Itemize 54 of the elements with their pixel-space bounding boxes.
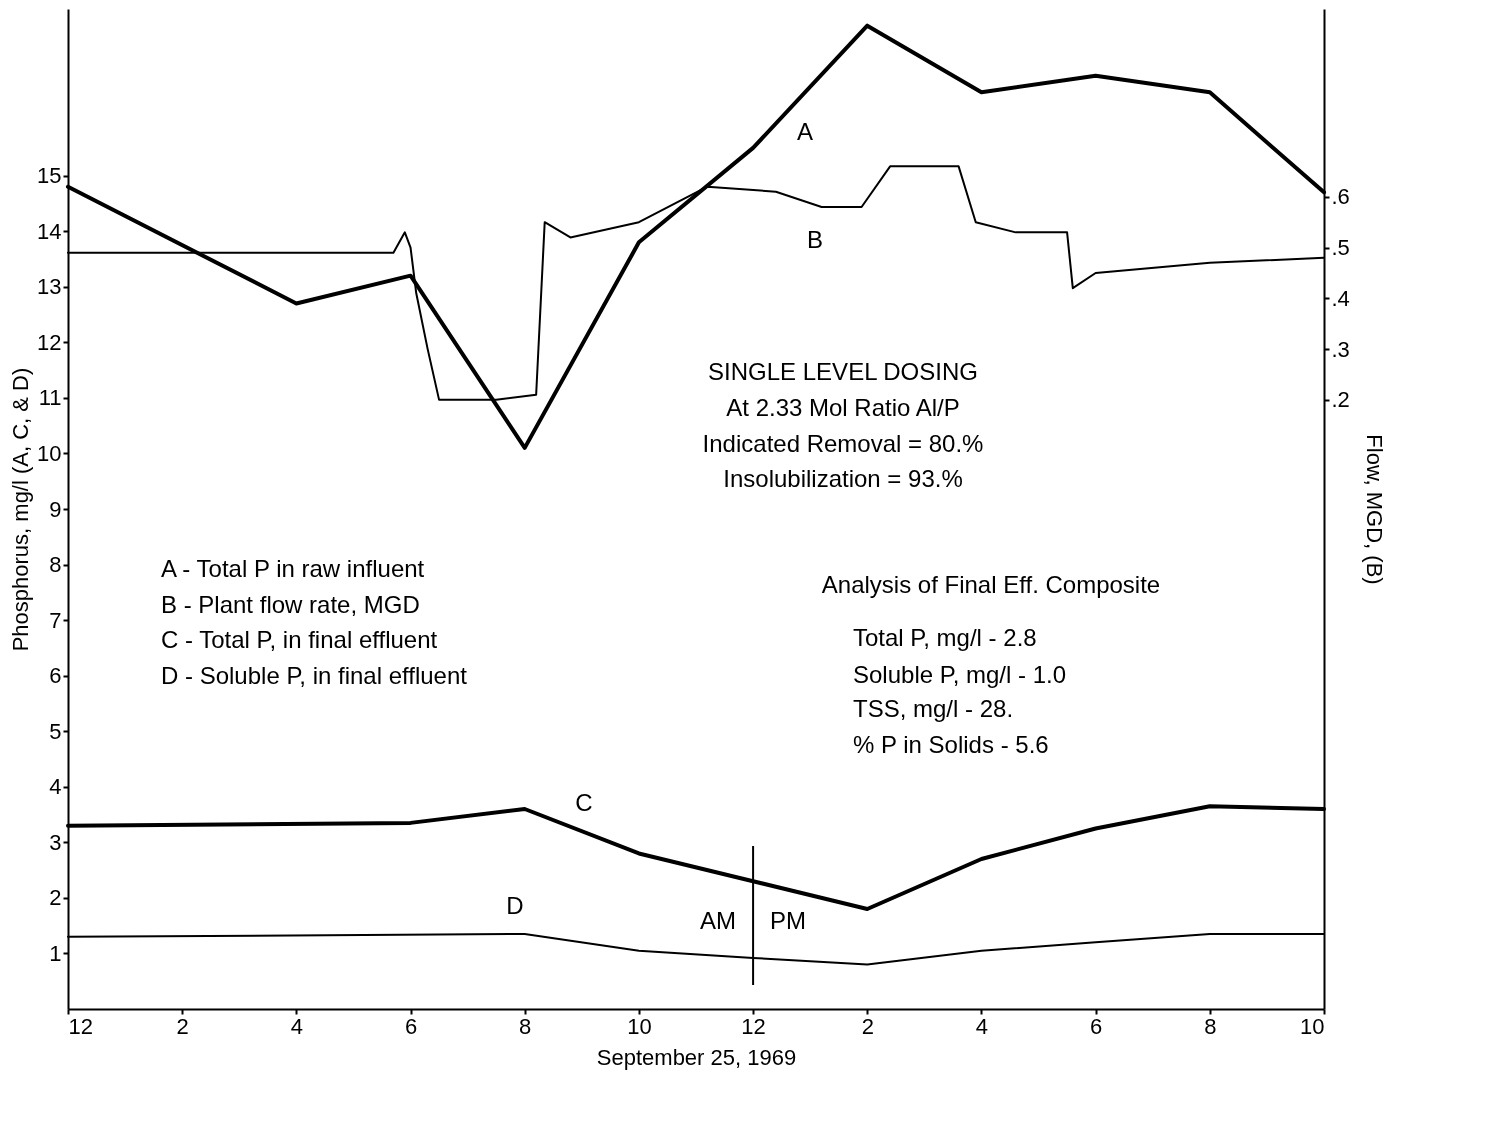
y-tick-label: 10: [37, 440, 62, 466]
series-label: A: [796, 118, 814, 145]
x-tick-label: 4: [975, 1013, 989, 1039]
annotation: At 2.33 Mol Ratio Al/P: [726, 394, 960, 421]
x-tick-label: 10: [1300, 1013, 1325, 1039]
y-tick-label: 7: [49, 607, 62, 633]
annotation: D - Soluble P, in final effluent: [161, 662, 468, 689]
x-tick-label: 4: [290, 1013, 303, 1039]
series-label: B: [806, 226, 824, 253]
y-tick-label: 6: [49, 663, 62, 689]
y-tick-label: 4: [49, 774, 62, 800]
annotation: B - Plant flow rate, MGD: [161, 591, 420, 618]
y-axis-title: Phosphorus, mg/l (A, C, & D): [8, 367, 34, 652]
x-tick-label: 12: [68, 1013, 93, 1039]
x-tick-label: 10: [627, 1013, 652, 1039]
y-tick-label: 8: [49, 552, 62, 578]
annotation: Total P, mg/l - 2.8: [853, 624, 1037, 651]
annotation: % P in Solids - 5.6: [853, 731, 1049, 758]
x-tick-label: 6: [404, 1013, 418, 1039]
x-axis-title: September 25, 1969: [596, 1044, 797, 1070]
annotation: PM: [770, 907, 806, 934]
annotation: AM: [700, 907, 736, 934]
y-tick-label: 15: [37, 163, 62, 189]
series-label: C: [575, 789, 593, 816]
annotation: Insolubilization = 93.%: [723, 465, 963, 492]
annotation: TSS, mg/l - 28.: [853, 695, 1014, 722]
y-tick-label: 1: [49, 940, 62, 966]
y-tick-label: 14: [37, 218, 62, 244]
x-tick-label: 12: [741, 1013, 766, 1039]
x-tick-label: 8: [519, 1013, 532, 1039]
y-tick-label: 5: [49, 718, 62, 744]
annotation: Analysis of Final Eff. Composite: [821, 571, 1161, 598]
x-tick-label: 6: [1090, 1013, 1103, 1039]
annotation: SINGLE LEVEL DOSING: [708, 358, 978, 385]
y2-tick-label: .5: [1331, 235, 1350, 261]
y-tick-label: 11: [38, 385, 62, 411]
y-tick-label: 12: [37, 329, 62, 355]
y2-axis-title: Flow, MGD, (B): [1361, 434, 1387, 585]
annotation: A - Total P in raw influent: [161, 555, 425, 582]
x-tick-label: 8: [1204, 1013, 1217, 1039]
y2-tick-label: .6: [1331, 184, 1350, 210]
annotation: Indicated Removal = 80.%: [702, 430, 984, 457]
y-tick-label: 3: [49, 829, 62, 855]
series-label: D: [506, 892, 524, 919]
y-tick-label: 2: [49, 885, 62, 911]
y2-tick-label: .3: [1331, 336, 1350, 362]
annotation: Soluble P, mg/l - 1.0: [853, 661, 1067, 688]
annotation: C - Total P, in final effluent: [161, 626, 438, 653]
x-tick-label: 2: [861, 1013, 874, 1039]
y-tick-label: 13: [37, 274, 62, 300]
x-tick-label: 2: [176, 1013, 189, 1039]
y-tick-label: 9: [49, 496, 62, 522]
y2-tick-label: .2: [1331, 387, 1350, 413]
y2-tick-label: .4: [1331, 285, 1350, 311]
